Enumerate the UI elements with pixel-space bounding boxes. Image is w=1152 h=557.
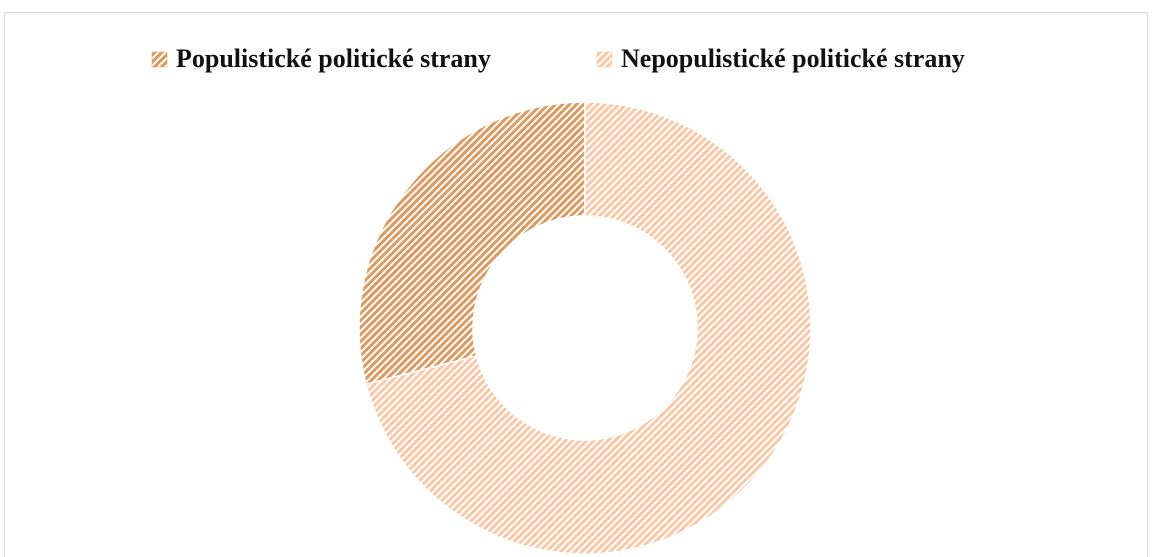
legend-swatch [596,51,613,68]
legend-label: Populistické politické strany [176,44,491,73]
donut-slice [358,101,586,386]
donut-slice [365,101,812,555]
legend-swatch [151,51,168,68]
legend-label: Nepopulistické politické strany [621,44,965,73]
